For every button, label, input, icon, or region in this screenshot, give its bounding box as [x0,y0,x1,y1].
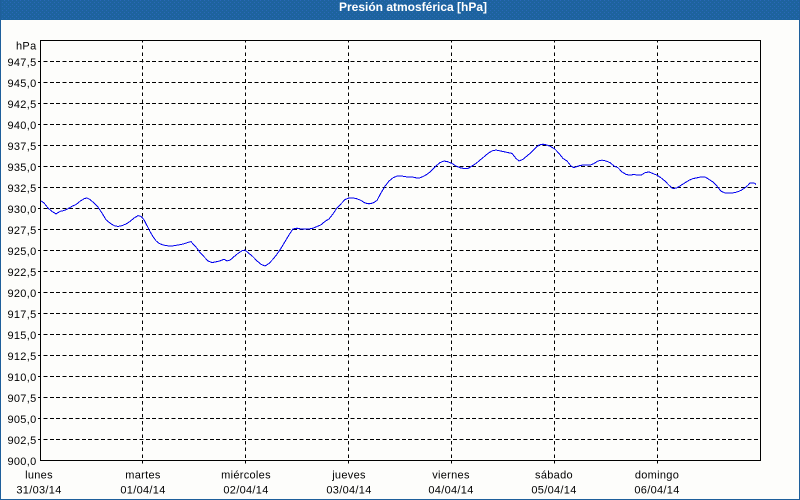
svg-text:04/04/14: 04/04/14 [428,485,473,497]
svg-text:sábado: sábado [535,470,573,482]
svg-text:915,0: 915,0 [7,330,36,342]
svg-text:947,5: 947,5 [7,57,36,69]
svg-text:942,5: 942,5 [7,99,36,111]
svg-text:jueves: jueves [331,470,366,482]
svg-text:907,5: 907,5 [7,393,36,405]
svg-text:922,5: 922,5 [7,267,36,279]
svg-text:viernes: viernes [432,470,470,482]
svg-text:905,0: 905,0 [7,414,36,426]
svg-text:912,5: 912,5 [7,351,36,363]
svg-text:06/04/14: 06/04/14 [634,485,679,497]
svg-text:31/03/14: 31/03/14 [16,485,61,497]
svg-text:940,0: 940,0 [7,120,36,132]
svg-text:martes: martes [125,470,161,482]
svg-text:05/04/14: 05/04/14 [531,485,576,497]
svg-text:937,5: 937,5 [7,141,36,153]
svg-text:lunes: lunes [25,470,53,482]
svg-text:920,0: 920,0 [7,288,36,300]
svg-text:925,0: 925,0 [7,246,36,258]
svg-text:01/04/14: 01/04/14 [120,485,165,497]
svg-text:917,5: 917,5 [7,309,36,321]
svg-text:02/04/14: 02/04/14 [223,485,268,497]
svg-text:932,5: 932,5 [7,183,36,195]
svg-text:domingo: domingo [635,470,679,482]
svg-text:hPa: hPa [16,41,37,53]
svg-text:930,0: 930,0 [7,204,36,216]
svg-text:902,5: 902,5 [7,435,36,447]
svg-text:910,0: 910,0 [7,372,36,384]
svg-text:03/04/14: 03/04/14 [326,485,371,497]
svg-text:Presión atmosférica [hPa]: Presión atmosférica [hPa] [339,0,487,14]
svg-text:935,0: 935,0 [7,162,36,174]
svg-text:900,0: 900,0 [7,456,36,468]
svg-text:miércoles: miércoles [221,470,271,482]
svg-text:927,5: 927,5 [7,225,36,237]
svg-text:945,0: 945,0 [7,78,36,90]
